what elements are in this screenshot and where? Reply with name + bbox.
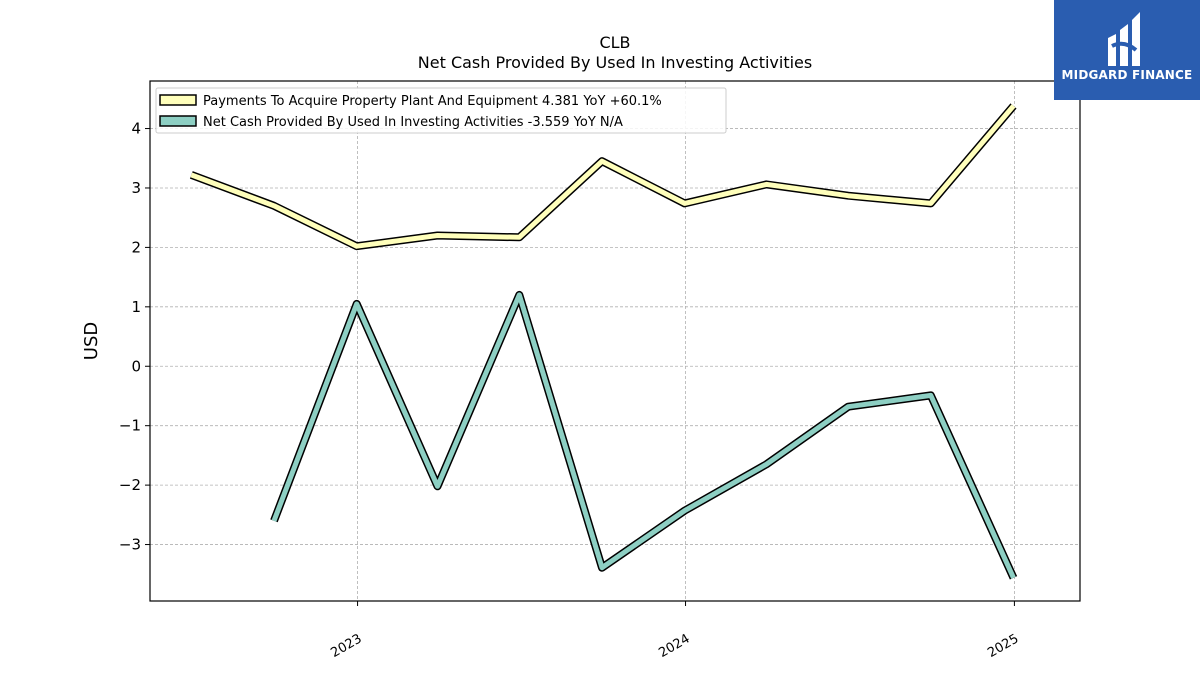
series-layer bbox=[189, 103, 1018, 580]
series-1-point bbox=[766, 464, 767, 465]
series-1-point bbox=[684, 510, 685, 511]
series-0-point bbox=[848, 195, 849, 196]
chart-subtitle: Net Cash Provided By Used In Investing A… bbox=[418, 53, 812, 72]
x-tick-label: 2025 bbox=[985, 631, 1021, 661]
series-1-line bbox=[271, 292, 1016, 579]
series-0-point bbox=[766, 184, 767, 185]
series-1-point bbox=[1013, 577, 1014, 578]
y-axis-label: USD bbox=[81, 322, 102, 360]
y-tick-label: −1 bbox=[119, 417, 141, 435]
series-0-point bbox=[1013, 105, 1014, 106]
logo-text: MIDGARD FINANCE bbox=[1061, 68, 1193, 82]
legend-swatch-1 bbox=[159, 115, 197, 127]
grid-lines bbox=[150, 81, 1080, 601]
legend-box bbox=[155, 87, 727, 134]
y-tick-label: 4 bbox=[131, 120, 141, 138]
series-1-outline bbox=[270, 290, 1018, 580]
series-1-point bbox=[519, 294, 520, 295]
legend-swatch-0 bbox=[159, 94, 197, 106]
series-0-point bbox=[684, 203, 685, 204]
series-1-point bbox=[437, 486, 438, 487]
brand-logo: MIDGARD FINANCE bbox=[1054, 0, 1200, 100]
plot-frame bbox=[149, 80, 1081, 602]
x-axis: 2023 2024 2025 bbox=[328, 601, 1021, 661]
legend: Payments To Acquire Property Plant And E… bbox=[155, 87, 727, 134]
series-0-point bbox=[191, 174, 192, 175]
x-tick-label: 2023 bbox=[328, 631, 364, 661]
series-0-point bbox=[437, 235, 438, 236]
y-tick-label: −3 bbox=[119, 536, 141, 554]
x-tick-label: 2024 bbox=[656, 631, 692, 661]
series-1-point bbox=[602, 567, 603, 568]
series-0-point bbox=[356, 246, 357, 247]
y-tick-label: −2 bbox=[119, 476, 141, 494]
series-1-point bbox=[930, 395, 931, 396]
series-1-point bbox=[274, 520, 275, 521]
series-0-point bbox=[519, 237, 520, 238]
y-tick-label: 1 bbox=[131, 298, 141, 316]
legend-label-0: Payments To Acquire Property Plant And E… bbox=[203, 94, 662, 109]
y-axis: −3 −2 −1 0 1 2 3 4 bbox=[119, 120, 150, 554]
series-1-point bbox=[356, 303, 357, 304]
series-1-point bbox=[848, 406, 849, 407]
y-tick-label: 3 bbox=[131, 179, 141, 197]
series-0-line bbox=[190, 104, 1016, 249]
y-tick-label: 2 bbox=[131, 238, 141, 256]
logo-mark-icon bbox=[1108, 12, 1140, 66]
series-0-point bbox=[602, 161, 603, 162]
legend-label-1: Net Cash Provided By Used In Investing A… bbox=[203, 115, 623, 130]
series-0-point bbox=[274, 205, 275, 206]
series-0-point bbox=[930, 203, 931, 204]
chart-title: CLB bbox=[599, 33, 630, 52]
y-tick-label: 0 bbox=[131, 357, 141, 375]
